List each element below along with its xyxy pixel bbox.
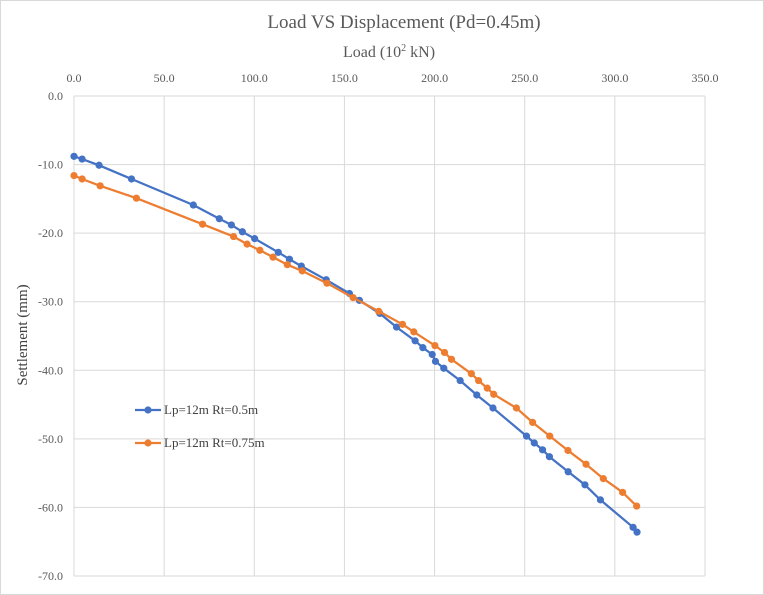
y-tick-label: -40.0 [38, 363, 63, 377]
y-tick-label: -30.0 [38, 295, 63, 309]
data-point [96, 182, 104, 190]
y-tick-label: -70.0 [38, 569, 63, 583]
data-point [256, 246, 264, 254]
data-point [546, 432, 554, 440]
data-point [274, 248, 282, 256]
data-point [629, 523, 637, 531]
data-point [70, 171, 78, 180]
data-point [243, 240, 251, 248]
x-tick-label: 100.0 [241, 71, 268, 85]
y-tick-label: -60.0 [38, 500, 63, 514]
data-point [522, 432, 531, 440]
data-series [70, 152, 641, 536]
data-point [431, 342, 439, 350]
data-point [564, 468, 572, 476]
data-point [483, 384, 491, 392]
x-tick-label: 0.0 [67, 71, 82, 85]
data-point [349, 294, 357, 302]
data-point [95, 161, 103, 169]
series-line-1 [73, 155, 638, 533]
data-point [78, 155, 86, 163]
data-point [633, 502, 641, 510]
x-axis-title-main: Load (10 [343, 44, 401, 61]
legend-entry-2: Lp=12m Rt=0.75m [135, 435, 265, 450]
data-point [581, 481, 589, 489]
data-point [189, 201, 197, 209]
data-point [599, 475, 607, 483]
data-point [419, 344, 427, 352]
data-point [323, 279, 331, 287]
y-tick-label: -10.0 [38, 158, 63, 172]
x-tick-label: 50.0 [154, 71, 175, 85]
data-point [545, 453, 554, 461]
data-point [375, 307, 383, 315]
legend-entry-1: Lp=12m Rt=0.5m [135, 402, 258, 417]
data-point [398, 320, 407, 328]
series-1 [70, 152, 641, 536]
x-tick-label: 250.0 [511, 71, 538, 85]
legend-marker [144, 439, 152, 447]
data-point [456, 376, 464, 385]
data-point [392, 323, 401, 331]
data-point [410, 328, 418, 336]
x-tick-label: 150.0 [331, 71, 358, 85]
data-point [132, 194, 140, 202]
data-point [428, 350, 436, 359]
gridlines [73, 95, 706, 577]
data-point [489, 404, 497, 412]
data-point [229, 232, 238, 241]
data-point [70, 152, 78, 160]
data-point [447, 355, 456, 363]
data-point [564, 446, 572, 455]
y-tick-labels: 0.0 -10.0 -20.0 -30.0 -40.0 -50.0 -60.0 -70.0 [38, 89, 63, 583]
data-point [512, 404, 521, 412]
data-point [285, 255, 294, 263]
y-tick-label: -50.0 [38, 432, 63, 446]
data-point [582, 460, 590, 468]
y-tick-label: 0.0 [48, 89, 63, 103]
data-point [473, 391, 481, 399]
data-point [198, 220, 207, 228]
x-tick-label: 300.0 [601, 71, 628, 85]
data-point [530, 439, 538, 447]
data-point [596, 496, 605, 504]
data-point [411, 337, 419, 345]
x-axis-title: Load (102 kN) [343, 43, 435, 61]
x-axis-title-unit: kN) [406, 44, 435, 61]
data-point [251, 235, 259, 243]
x-tick-label: 350.0 [692, 71, 719, 85]
data-point [633, 528, 641, 536]
data-point [127, 175, 136, 183]
data-point [474, 376, 483, 385]
series-2 [70, 171, 641, 510]
data-point [440, 364, 448, 372]
data-point [215, 215, 223, 223]
legend-label: Lp=12m Rt=0.75m [164, 435, 265, 450]
data-point [78, 175, 86, 183]
x-tick-labels: 0.0 50.0 100.0 150.0 200.0 250.0 300.0 350.0 [67, 71, 719, 85]
data-point [440, 348, 449, 357]
data-point [238, 228, 246, 236]
chart-title: Load VS Displacement (Pd=0.45m) [267, 12, 540, 33]
data-point [269, 253, 277, 261]
x-axis-title-superscript: 2 [401, 43, 406, 54]
data-point [467, 370, 475, 378]
legend-label: Lp=12m Rt=0.5m [164, 402, 258, 417]
data-point [529, 418, 537, 426]
data-point [490, 390, 498, 398]
data-point [538, 446, 547, 454]
data-point [227, 221, 235, 229]
data-point [298, 267, 306, 275]
y-axis-title: Settlement (mm) [15, 284, 31, 385]
x-tick-label: 200.0 [421, 71, 448, 85]
legend-marker [144, 406, 152, 414]
y-tick-label: -20.0 [38, 226, 63, 240]
data-point [619, 488, 627, 496]
legend: Lp=12m Rt=0.5m Lp=12m Rt=0.75m [135, 402, 265, 450]
data-point [431, 357, 440, 365]
data-point [283, 261, 291, 269]
